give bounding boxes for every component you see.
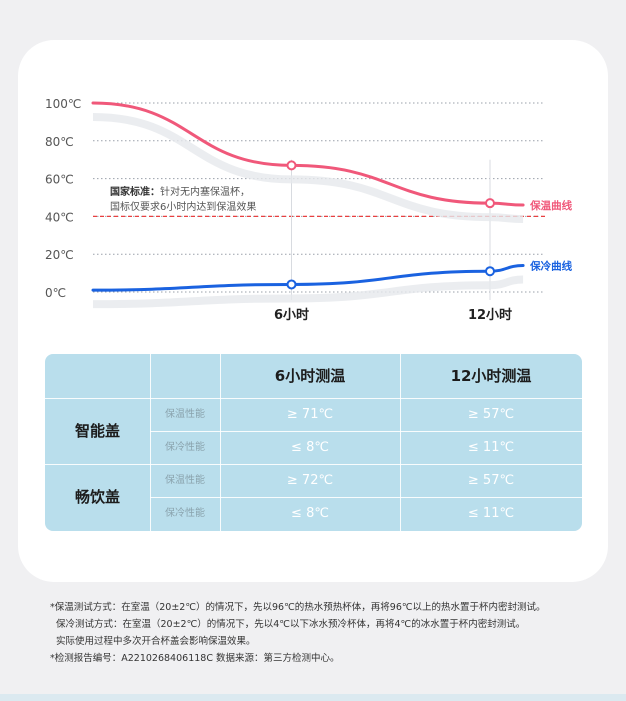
series-point	[286, 160, 297, 171]
series-point	[485, 266, 495, 277]
y-tick-label: 0℃	[45, 286, 66, 300]
row-label: 保温性能	[165, 475, 205, 486]
series-line-cold	[91, 264, 525, 292]
note-line: *检测报告编号：A2210268406118C 数据来源：第三方检测中心。	[50, 653, 340, 664]
annotation-text-line2: 国标仅要求6小时内达到保温效果	[110, 200, 256, 213]
row-label: 保温性能	[165, 409, 205, 420]
y-tick-label: 20℃	[45, 248, 74, 262]
series-shadow	[92, 275, 524, 309]
row-label: 保冷性能	[165, 508, 205, 519]
series-label: 保冷曲线	[529, 260, 572, 273]
note-line: 实际使用过程中多次开合杯盖会影响保温效果。	[56, 636, 256, 647]
note-line: *保温测试方式：在室温（20±2℃）的情况下，先以96℃的热水预热杯体，再将96…	[50, 602, 546, 613]
bottom-strip	[0, 694, 626, 701]
y-tick-label: 60℃	[45, 173, 74, 187]
y-tick-label: 80℃	[45, 135, 74, 149]
x-tick-label: 12小时	[468, 307, 512, 323]
annotation-text-line1: 国家标准：针对无内塞保温杯，	[110, 185, 250, 198]
row-label: 保冷性能	[165, 442, 205, 453]
cell-value: ≥ 71℃	[286, 407, 334, 422]
cell-value: ≤ 11℃	[467, 506, 515, 521]
results-table: 6小时测温 12小时测温 智能盖 畅饮盖 保温性能 保冷性能 保温性能 保冷性能…	[45, 354, 582, 531]
y-tick-label: 100℃	[45, 97, 81, 111]
series-point	[286, 279, 297, 290]
series-line-warm	[91, 101, 525, 207]
lid-smart: 智能盖	[74, 422, 120, 440]
series-shadow	[92, 113, 524, 224]
cell-value: ≤ 11℃	[467, 440, 515, 455]
lid-drink: 畅饮盖	[74, 488, 120, 506]
header-6h: 6小时测温	[274, 367, 346, 385]
header-12h: 12小时测温	[450, 367, 532, 385]
cell-value: ≥ 57℃	[467, 407, 515, 422]
series-label: 保温曲线	[529, 199, 572, 212]
cell-value: ≥ 72℃	[286, 473, 334, 488]
x-tick-label: 6小时	[274, 307, 309, 323]
cell-value: ≥ 57℃	[467, 473, 515, 488]
series-point	[485, 198, 495, 209]
cell-value: ≤ 8℃	[291, 440, 329, 455]
note-line: 保冷测试方式：在室温（20±2℃）的情况下，先以4℃以下冰水预冷杯体，再将4℃的…	[56, 619, 526, 630]
y-tick-label: 40℃	[45, 210, 74, 224]
cell-value: ≤ 8℃	[291, 506, 329, 521]
test-notes: *保温测试方式：在室温（20±2℃）的情况下，先以96℃的热水预热杯体，再将96…	[50, 599, 620, 667]
